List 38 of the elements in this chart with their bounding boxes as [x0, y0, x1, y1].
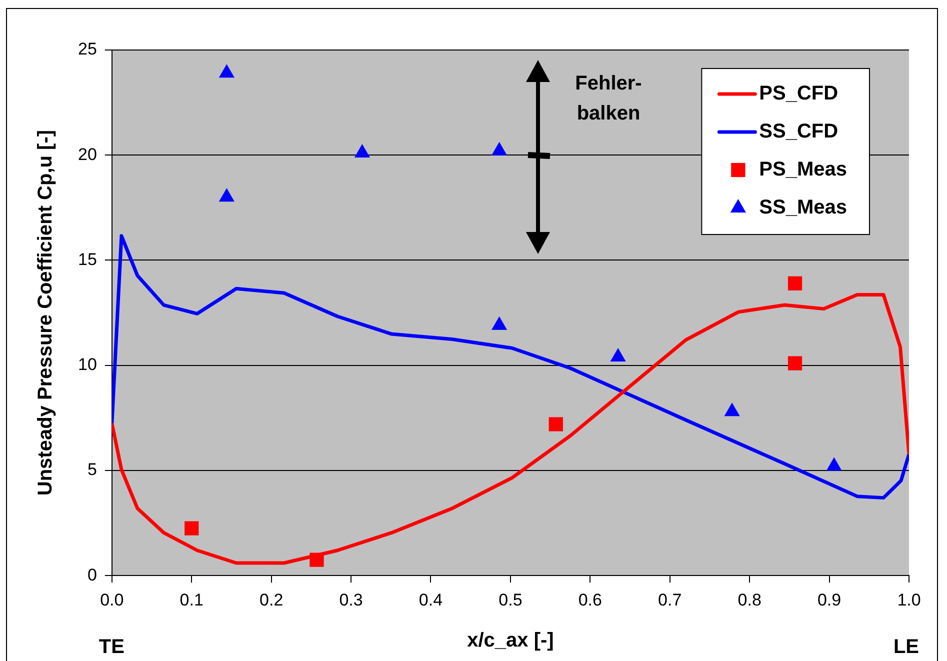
x-tick-label: 0.8	[738, 590, 762, 610]
x-tick-label: 0.1	[180, 590, 204, 610]
annotation: Fehler- balken	[575, 72, 642, 125]
point	[184, 521, 199, 536]
point	[354, 144, 370, 158]
x-tick-label: 0.4	[418, 590, 443, 610]
point	[724, 402, 740, 416]
x-tick-label: 0.7	[658, 590, 682, 610]
x-tick-label: 0.5	[498, 590, 522, 610]
point	[788, 276, 802, 290]
y-tick-label: 0	[87, 565, 97, 584]
point	[310, 552, 324, 567]
x-tick-label: 0.2	[260, 590, 284, 610]
x-tick-label: 0.0	[100, 590, 124, 610]
y-tick-label: 25	[78, 40, 97, 59]
point	[788, 356, 802, 370]
x-tick-label: 1.0	[897, 590, 921, 610]
y-tick-label: 15	[78, 250, 97, 269]
x-tick-label: 0.9	[817, 590, 842, 610]
x-tick-label: 0.3	[339, 590, 363, 610]
point	[492, 316, 508, 330]
point	[492, 142, 508, 156]
y-tick-label: 20	[78, 144, 97, 164]
legend-label: PS_CFD	[759, 82, 838, 105]
y-axis-title: Unsteady Pressure Coefficient Cp,u [-]	[34, 130, 57, 496]
legend-label: SS_Meas	[759, 196, 848, 219]
text: LE	[893, 636, 919, 658]
point	[218, 64, 234, 78]
legend-label: PS_Meas	[759, 158, 848, 181]
x-axis-title: x/c_ax [-]	[467, 630, 554, 652]
legend-label: SS_CFD	[759, 120, 838, 143]
point	[548, 417, 563, 432]
point	[610, 348, 626, 362]
x-tick-label: 0.6	[578, 590, 602, 610]
text: TE	[98, 636, 124, 658]
y-tick-label: 10	[78, 355, 97, 374]
y-tick-label: 5	[87, 460, 97, 480]
point	[218, 188, 234, 202]
